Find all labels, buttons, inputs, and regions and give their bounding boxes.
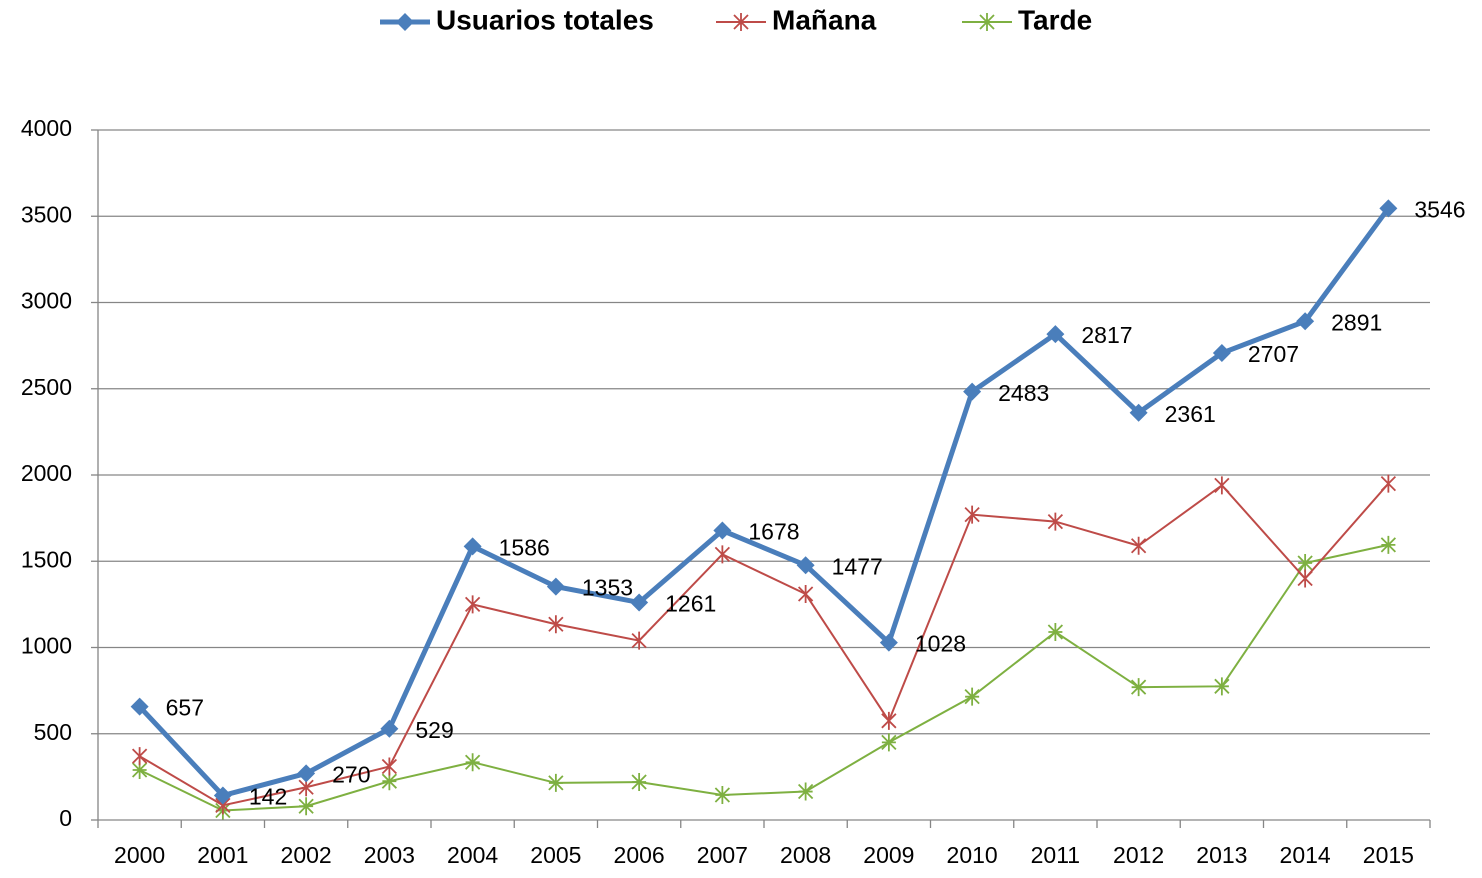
point-marker <box>796 556 815 575</box>
y-tick-label: 2500 <box>21 374 72 400</box>
point-marker <box>879 633 898 652</box>
point-marker <box>881 733 897 752</box>
point-marker <box>297 764 316 783</box>
data-label: 270 <box>332 762 370 788</box>
point-marker <box>548 773 564 792</box>
data-label: 2361 <box>1165 401 1216 427</box>
x-tick-label: 2004 <box>447 842 498 868</box>
data-label: 529 <box>415 717 453 743</box>
legend-label: Tarde <box>1018 4 1092 35</box>
point-marker <box>548 615 564 634</box>
y-tick-label: 1500 <box>21 546 72 572</box>
point-marker <box>733 13 749 31</box>
point-marker <box>1212 344 1231 363</box>
point-marker <box>463 537 482 556</box>
point-marker <box>631 631 647 650</box>
data-label: 142 <box>249 784 287 810</box>
point-marker <box>546 577 565 596</box>
x-tick-label: 2014 <box>1280 842 1331 868</box>
point-marker <box>298 797 314 816</box>
point-marker <box>1214 476 1230 495</box>
x-tick-label: 2012 <box>1113 842 1164 868</box>
legend-label: Mañana <box>772 4 877 35</box>
point-marker <box>1047 512 1064 531</box>
point-marker <box>963 382 982 401</box>
point-marker <box>380 719 399 738</box>
data-label: 2817 <box>1081 322 1132 348</box>
point-marker <box>1129 403 1148 422</box>
series-line <box>137 206 1391 799</box>
point-marker <box>1130 678 1147 697</box>
x-tick-label: 2008 <box>780 842 831 868</box>
data-label: 1586 <box>499 534 550 560</box>
point-marker <box>1297 569 1313 588</box>
point-marker <box>1046 325 1065 344</box>
data-label: 2891 <box>1331 309 1382 335</box>
data-label: 3546 <box>1414 196 1465 222</box>
data-label: 657 <box>166 695 204 721</box>
point-marker <box>964 505 980 524</box>
data-label: 1477 <box>832 553 883 579</box>
y-tick-label: 500 <box>34 719 72 745</box>
y-tick-label: 3000 <box>21 288 72 314</box>
x-tick-label: 2006 <box>614 842 665 868</box>
point-marker <box>1214 677 1230 696</box>
point-marker <box>979 13 995 31</box>
data-label: 2707 <box>1248 341 1299 367</box>
x-tick-label: 2015 <box>1363 842 1414 868</box>
point-marker <box>1130 536 1147 555</box>
data-label: 2483 <box>998 380 1049 406</box>
point-marker <box>1047 622 1064 641</box>
point-marker <box>381 757 398 776</box>
point-marker <box>713 521 732 540</box>
point-marker <box>797 585 814 604</box>
x-tick-label: 2013 <box>1196 842 1247 868</box>
point-marker <box>213 786 232 805</box>
point-marker <box>631 773 647 792</box>
point-marker <box>797 782 814 801</box>
point-marker <box>1380 474 1397 493</box>
y-tick-label: 2000 <box>21 460 72 486</box>
point-marker <box>1380 535 1397 554</box>
point-marker <box>714 545 731 564</box>
x-tick-label: 2002 <box>281 842 332 868</box>
y-tick-label: 4000 <box>21 115 72 141</box>
x-tick-label: 2001 <box>197 842 248 868</box>
x-tick-label: 2011 <box>1031 842 1080 868</box>
series-line <box>139 482 1390 807</box>
data-label: 1678 <box>748 519 799 545</box>
point-marker <box>1379 199 1398 218</box>
x-tick-label: 2007 <box>697 842 748 868</box>
data-label: 1353 <box>582 575 633 601</box>
x-tick-label: 2005 <box>530 842 581 868</box>
data-label: 1028 <box>915 631 966 657</box>
legend-label: Usuarios totales <box>436 4 654 35</box>
data-label: 1261 <box>665 591 716 617</box>
x-tick-label: 2010 <box>947 842 998 868</box>
point-marker <box>131 747 148 766</box>
point-marker <box>964 687 980 706</box>
point-marker <box>1297 553 1313 572</box>
point-marker <box>714 785 731 804</box>
point-marker <box>1296 312 1315 331</box>
series-line <box>139 543 1389 812</box>
point-marker <box>464 595 481 614</box>
x-tick-label: 2000 <box>114 842 165 868</box>
point-marker <box>396 13 414 31</box>
y-tick-label: 3500 <box>21 201 72 227</box>
point-marker <box>130 697 149 716</box>
point-marker <box>464 753 481 772</box>
point-marker <box>131 760 148 779</box>
y-tick-label: 0 <box>59 805 72 831</box>
x-tick-label: 2003 <box>364 842 415 868</box>
y-tick-label: 1000 <box>21 633 72 659</box>
point-marker <box>881 711 897 730</box>
point-marker <box>381 772 398 791</box>
point-marker <box>630 593 649 612</box>
x-tick-label: 2009 <box>863 842 914 868</box>
